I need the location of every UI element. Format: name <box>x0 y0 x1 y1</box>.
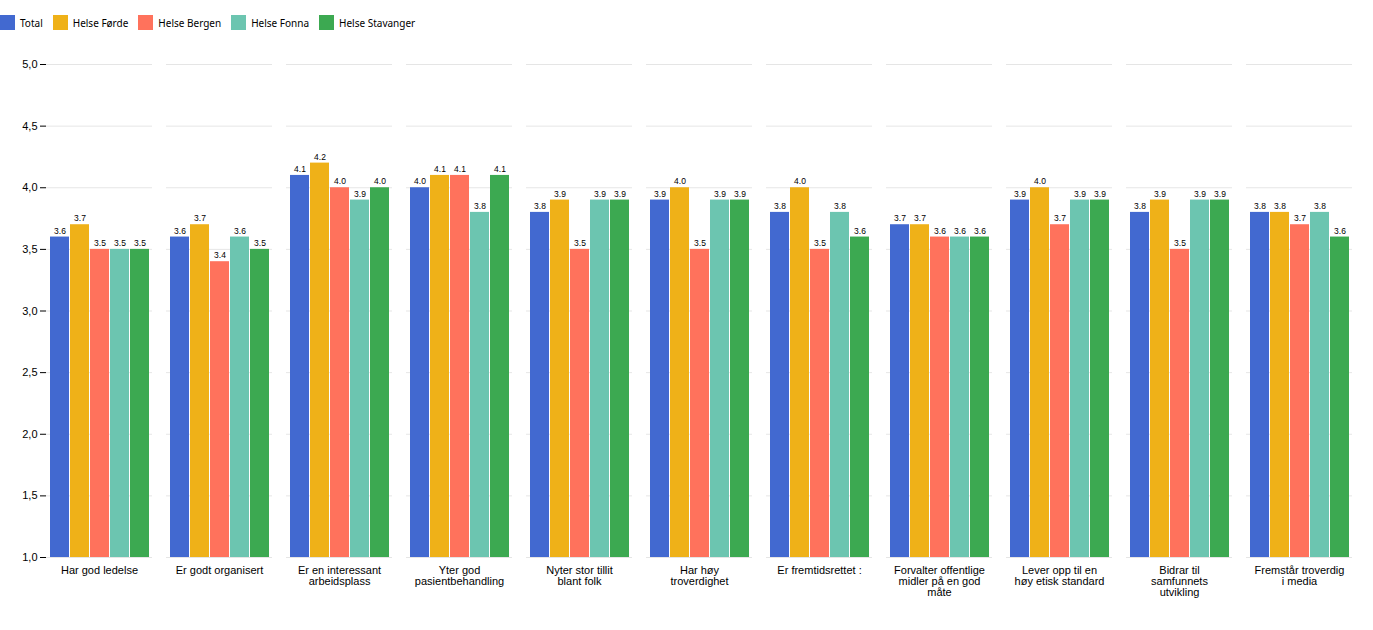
svg-text:3.7: 3.7 <box>914 213 926 223</box>
svg-text:Fremstår troverdigi media: Fremstår troverdigi media <box>1255 564 1345 587</box>
svg-text:3.9: 3.9 <box>734 189 746 199</box>
svg-text:4.0: 4.0 <box>674 176 686 186</box>
svg-text:4.1: 4.1 <box>454 164 466 174</box>
svg-text:3.6: 3.6 <box>854 226 866 236</box>
svg-text:3.8: 3.8 <box>1254 201 1266 211</box>
svg-text:Er fremtidsrettet :: Er fremtidsrettet : <box>777 564 861 576</box>
svg-text:3.5: 3.5 <box>254 238 266 248</box>
svg-text:3.6: 3.6 <box>174 226 186 236</box>
svg-text:Bidrar tilsamfunnetsutvikling: Bidrar tilsamfunnetsutvikling <box>1151 564 1208 598</box>
svg-text:3.8: 3.8 <box>1314 201 1326 211</box>
svg-text:3.5: 3.5 <box>114 238 126 248</box>
svg-text:Nyter stor tillitblant folk: Nyter stor tillitblant folk <box>546 564 613 587</box>
svg-text:3.9: 3.9 <box>354 189 366 199</box>
svg-text:3.8: 3.8 <box>1274 201 1286 211</box>
svg-text:4.1: 4.1 <box>494 164 506 174</box>
svg-text:3,0: 3,0 <box>22 305 37 317</box>
svg-text:3.6: 3.6 <box>1334 226 1346 236</box>
svg-text:Lever opp til enhøy etisk stan: Lever opp til enhøy etisk standard <box>1015 564 1105 587</box>
svg-text:4,5: 4,5 <box>22 120 37 132</box>
svg-text:3.6: 3.6 <box>234 226 246 236</box>
svg-text:3.5: 3.5 <box>94 238 106 248</box>
svg-text:3.9: 3.9 <box>1154 189 1166 199</box>
svg-text:Har høytroverdighet: Har høytroverdighet <box>670 564 728 587</box>
svg-text:3.9: 3.9 <box>1094 189 1106 199</box>
svg-text:Er en interessantarbeidsplass: Er en interessantarbeidsplass <box>298 564 381 587</box>
svg-text:4,0: 4,0 <box>22 181 37 193</box>
svg-text:4.0: 4.0 <box>1034 176 1046 186</box>
html-text:Helse Fonna: Helse Fonna <box>251 15 309 30</box>
svg-text:4.0: 4.0 <box>334 176 346 186</box>
svg-text:3.7: 3.7 <box>194 213 206 223</box>
svg-text:3.5: 3.5 <box>574 238 586 248</box>
svg-text:5,0: 5,0 <box>22 58 37 70</box>
svg-text:4.1: 4.1 <box>434 164 446 174</box>
svg-text:3.7: 3.7 <box>1054 213 1066 223</box>
svg-text:3.5: 3.5 <box>1174 238 1186 248</box>
svg-text:3.9: 3.9 <box>654 189 666 199</box>
svg-text:3.5: 3.5 <box>814 238 826 248</box>
html-text:Total: Total <box>20 15 43 30</box>
svg-text:3.8: 3.8 <box>534 201 546 211</box>
svg-text:3.8: 3.8 <box>1134 201 1146 211</box>
svg-text:3.7: 3.7 <box>74 213 86 223</box>
svg-text:4.0: 4.0 <box>414 176 426 186</box>
svg-text:3.9: 3.9 <box>714 189 726 199</box>
svg-text:3.7: 3.7 <box>894 213 906 223</box>
svg-text:4.0: 4.0 <box>794 176 806 186</box>
svg-text:3.4: 3.4 <box>214 250 226 260</box>
svg-text:3.9: 3.9 <box>554 189 566 199</box>
html-text:Helse Bergen: Helse Bergen <box>158 15 222 30</box>
svg-text:3.9: 3.9 <box>614 189 626 199</box>
svg-text:3.5: 3.5 <box>134 238 146 248</box>
svg-text:3.9: 3.9 <box>1194 189 1206 199</box>
svg-text:4.2: 4.2 <box>314 152 326 162</box>
svg-text:4.1: 4.1 <box>294 164 306 174</box>
svg-text:3.9: 3.9 <box>1014 189 1026 199</box>
svg-text:Er godt organisert: Er godt organisert <box>176 564 263 576</box>
svg-text:3.5: 3.5 <box>694 238 706 248</box>
svg-text:3.8: 3.8 <box>834 201 846 211</box>
svg-text:2,0: 2,0 <box>22 428 37 440</box>
svg-text:3.6: 3.6 <box>934 226 946 236</box>
svg-text:3.9: 3.9 <box>1074 189 1086 199</box>
svg-text:1,5: 1,5 <box>22 489 37 501</box>
html-text:Helse Stavanger: Helse Stavanger <box>339 15 416 30</box>
svg-text:3.6: 3.6 <box>54 226 66 236</box>
svg-text:3.7: 3.7 <box>1294 213 1306 223</box>
svg-text:3,5: 3,5 <box>22 243 37 255</box>
svg-text:2,5: 2,5 <box>22 366 37 378</box>
svg-text:3.8: 3.8 <box>774 201 786 211</box>
svg-text:3.9: 3.9 <box>1214 189 1226 199</box>
html-text:Helse Førde: Helse Førde <box>72 15 129 30</box>
svg-text:3.6: 3.6 <box>974 226 986 236</box>
svg-text:1,0: 1,0 <box>22 551 37 563</box>
svg-text:4.0: 4.0 <box>374 176 386 186</box>
svg-text:Har god ledelse: Har god ledelse <box>61 564 138 576</box>
svg-text:3.8: 3.8 <box>474 201 486 211</box>
svg-text:3.6: 3.6 <box>954 226 966 236</box>
svg-text:Yter godpasientbehandling: Yter godpasientbehandling <box>415 564 504 587</box>
svg-text:3.9: 3.9 <box>594 189 606 199</box>
svg-text:Forvalter offentligemidler på: Forvalter offentligemidler på en godmåte <box>894 564 985 598</box>
